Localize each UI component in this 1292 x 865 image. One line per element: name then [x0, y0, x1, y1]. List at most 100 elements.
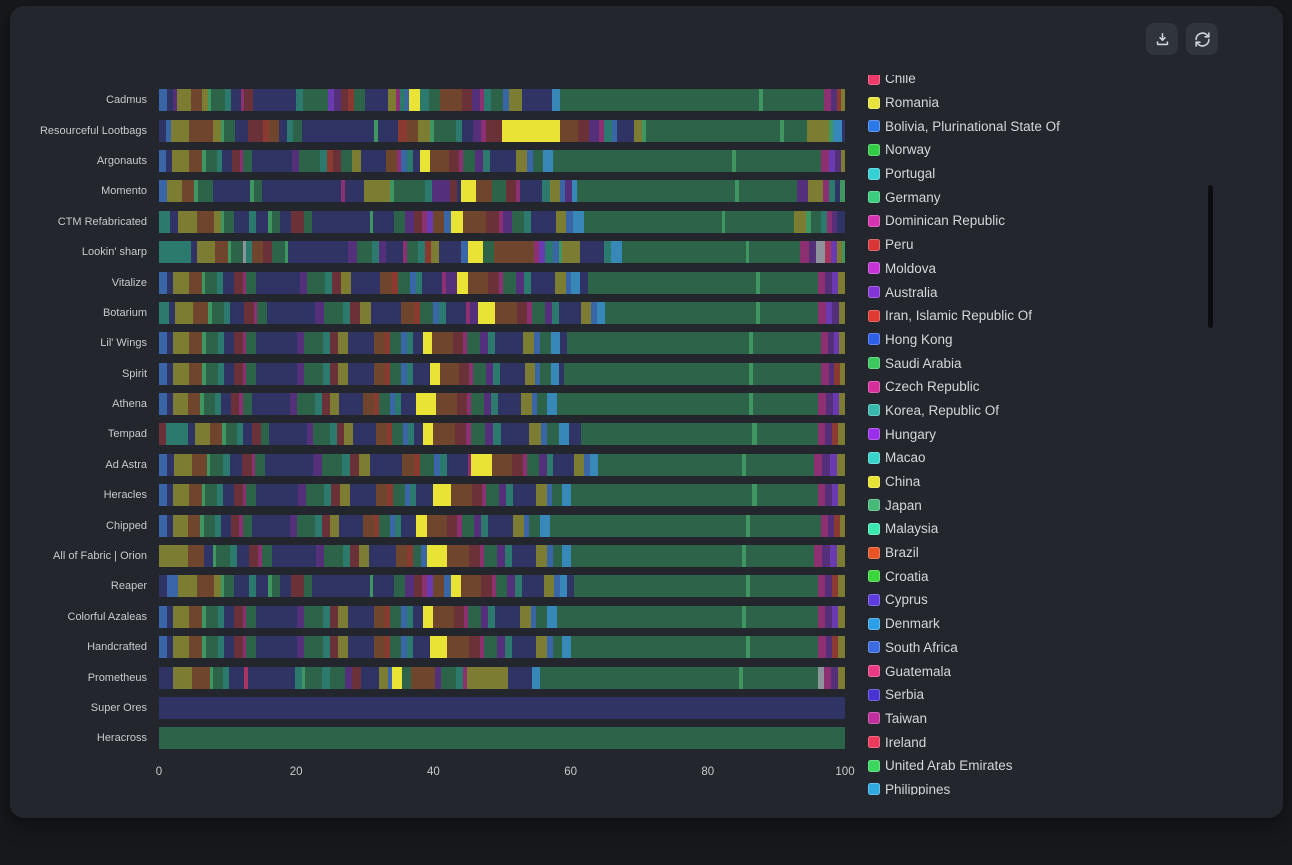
- bar-segment[interactable]: [567, 332, 749, 355]
- bar-segment[interactable]: [429, 636, 448, 659]
- bar-segment[interactable]: [515, 271, 524, 294]
- bar-segment[interactable]: [212, 119, 221, 142]
- bar-segment[interactable]: [370, 575, 374, 598]
- legend-item[interactable]: Germany: [868, 185, 1208, 209]
- bar-segment[interactable]: [384, 605, 391, 628]
- bar-segment[interactable]: [329, 636, 339, 659]
- bar-segment[interactable]: [495, 575, 508, 598]
- bar-segment[interactable]: [311, 575, 371, 598]
- bar-segment[interactable]: [580, 301, 592, 324]
- bar-segment[interactable]: [204, 545, 213, 568]
- bar-segment[interactable]: [570, 636, 746, 659]
- bar-segment[interactable]: [455, 423, 467, 446]
- bar-segment[interactable]: [456, 180, 461, 203]
- bar-segment[interactable]: [556, 393, 750, 416]
- bar-segment[interactable]: [540, 362, 551, 385]
- bar-segment[interactable]: [554, 271, 566, 294]
- bar-segment[interactable]: [205, 362, 218, 385]
- bar-segment[interactable]: [511, 545, 537, 568]
- bar-segment[interactable]: [746, 453, 815, 476]
- bar-segment[interactable]: [485, 119, 502, 142]
- bar-segment[interactable]: [373, 636, 385, 659]
- bar-segment[interactable]: [407, 241, 419, 264]
- bar-segment[interactable]: [401, 393, 417, 416]
- bar-segment[interactable]: [401, 605, 407, 628]
- legend-item[interactable]: Moldova: [868, 257, 1208, 281]
- bar-segment[interactable]: [456, 393, 468, 416]
- bar-segment[interactable]: [748, 241, 801, 264]
- bar-segment[interactable]: [303, 89, 328, 112]
- bar-segment[interactable]: [393, 180, 426, 203]
- bar-segment[interactable]: [251, 393, 291, 416]
- bar-segment[interactable]: [558, 301, 581, 324]
- bar-segment[interactable]: [234, 362, 243, 385]
- bar-segment[interactable]: [488, 514, 514, 537]
- bar-segment[interactable]: [529, 423, 542, 446]
- bar-segment[interactable]: [399, 89, 405, 112]
- bar-segment[interactable]: [536, 545, 548, 568]
- bar-segment[interactable]: [752, 484, 757, 507]
- bar-segment[interactable]: [242, 514, 252, 537]
- bar-segment[interactable]: [159, 271, 167, 294]
- bar-segment[interactable]: [401, 362, 407, 385]
- bar-segment[interactable]: [547, 605, 557, 628]
- bar-segment[interactable]: [553, 149, 732, 172]
- bar-segment[interactable]: [738, 180, 797, 203]
- bar-segment[interactable]: [523, 210, 532, 233]
- bar-segment[interactable]: [432, 301, 439, 324]
- bar-segment[interactable]: [197, 241, 216, 264]
- bar-segment[interactable]: [406, 332, 413, 355]
- bar-segment[interactable]: [222, 271, 234, 294]
- bar-segment[interactable]: [165, 423, 188, 446]
- bar-segment[interactable]: [202, 149, 206, 172]
- bar-segment[interactable]: [506, 484, 513, 507]
- bar-segment[interactable]: [211, 301, 225, 324]
- bar-segment[interactable]: [329, 423, 337, 446]
- bar-segment[interactable]: [224, 119, 236, 142]
- bar-segment[interactable]: [204, 271, 217, 294]
- bar-segment[interactable]: [215, 514, 222, 537]
- bar-segment[interactable]: [252, 241, 264, 264]
- bar-segment[interactable]: [233, 271, 243, 294]
- bar-segment[interactable]: [384, 362, 391, 385]
- bar-segment[interactable]: [188, 484, 202, 507]
- bar-segment[interactable]: [390, 332, 402, 355]
- bar-segment[interactable]: [807, 180, 824, 203]
- bar-segment[interactable]: [471, 89, 481, 112]
- bar-segment[interactable]: [255, 210, 269, 233]
- bar-segment[interactable]: [493, 362, 500, 385]
- bar-segment[interactable]: [589, 453, 599, 476]
- bar-segment[interactable]: [172, 666, 192, 689]
- bar-segment[interactable]: [248, 545, 259, 568]
- bar-segment[interactable]: [831, 666, 839, 689]
- bar-segment[interactable]: [458, 149, 463, 172]
- bar-segment[interactable]: [307, 271, 326, 294]
- bar-segment[interactable]: [200, 514, 204, 537]
- bar-segment[interactable]: [209, 423, 223, 446]
- bar-segment[interactable]: [569, 423, 581, 446]
- bar-segment[interactable]: [159, 545, 188, 568]
- bar-segment[interactable]: [338, 332, 348, 355]
- bar-segment[interactable]: [426, 575, 434, 598]
- bar-segment[interactable]: [340, 271, 352, 294]
- bar-segment[interactable]: [193, 180, 199, 203]
- bar-segment[interactable]: [188, 149, 203, 172]
- bar-segment[interactable]: [255, 453, 266, 476]
- bar-segment[interactable]: [633, 119, 642, 142]
- bar-segment[interactable]: [396, 545, 408, 568]
- bar-segment[interactable]: [412, 149, 420, 172]
- legend-item[interactable]: Iran, Islamic Republic Of: [868, 304, 1208, 328]
- bar-segment[interactable]: [246, 484, 256, 507]
- bar-segment[interactable]: [364, 180, 391, 203]
- bar-segment[interactable]: [547, 423, 559, 446]
- bar-segment[interactable]: [172, 271, 189, 294]
- bar-segment[interactable]: [511, 210, 524, 233]
- bar-segment[interactable]: [440, 89, 463, 112]
- legend-item[interactable]: Chile: [868, 75, 1208, 91]
- bar-segment[interactable]: [423, 605, 434, 628]
- bar-segment[interactable]: [246, 271, 256, 294]
- bar-segment[interactable]: [202, 605, 206, 628]
- bar-segment[interactable]: [379, 514, 390, 537]
- bar-segment[interactable]: [213, 666, 223, 689]
- legend-item[interactable]: Hong Kong: [868, 328, 1208, 352]
